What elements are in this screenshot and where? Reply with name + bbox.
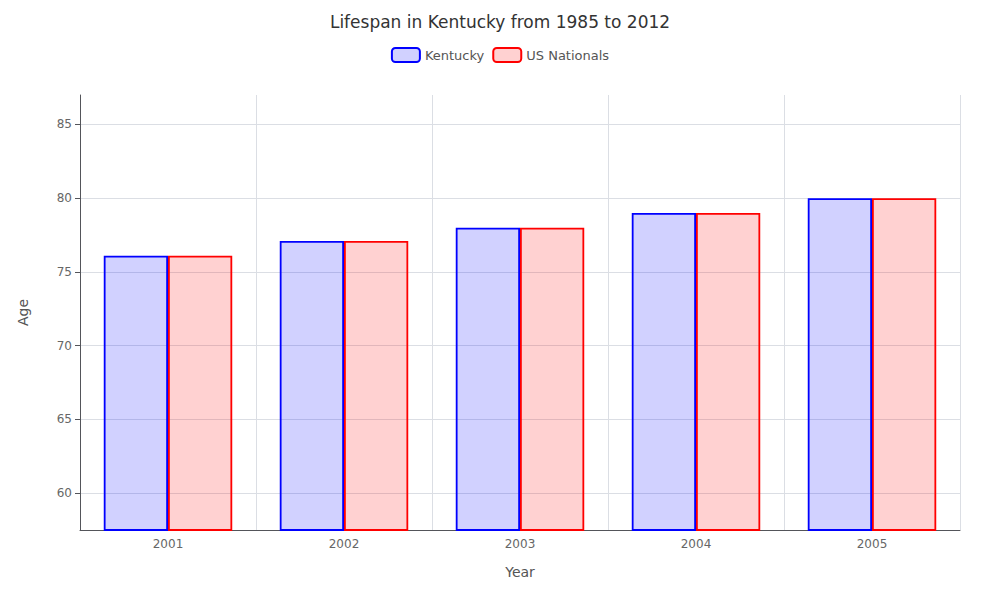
svg-text:2002: 2002 (329, 537, 360, 551)
svg-text:2001: 2001 (153, 537, 184, 551)
svg-text:2005: 2005 (857, 537, 888, 551)
svg-text:85: 85 (57, 117, 72, 131)
svg-text:Year: Year (504, 564, 535, 580)
svg-text:65: 65 (57, 412, 72, 426)
svg-text:75: 75 (57, 265, 72, 279)
svg-text:US Nationals: US Nationals (526, 48, 609, 63)
svg-text:2004: 2004 (681, 537, 712, 551)
svg-text:80: 80 (57, 191, 72, 205)
svg-text:60: 60 (57, 486, 72, 500)
svg-text:Lifespan in Kentucky from 1985: Lifespan in Kentucky from 1985 to 2012 (330, 12, 670, 32)
svg-text:Kentucky: Kentucky (425, 48, 485, 63)
svg-text:70: 70 (57, 339, 72, 353)
svg-text:Age: Age (15, 299, 31, 326)
svg-text:2003: 2003 (505, 537, 536, 551)
